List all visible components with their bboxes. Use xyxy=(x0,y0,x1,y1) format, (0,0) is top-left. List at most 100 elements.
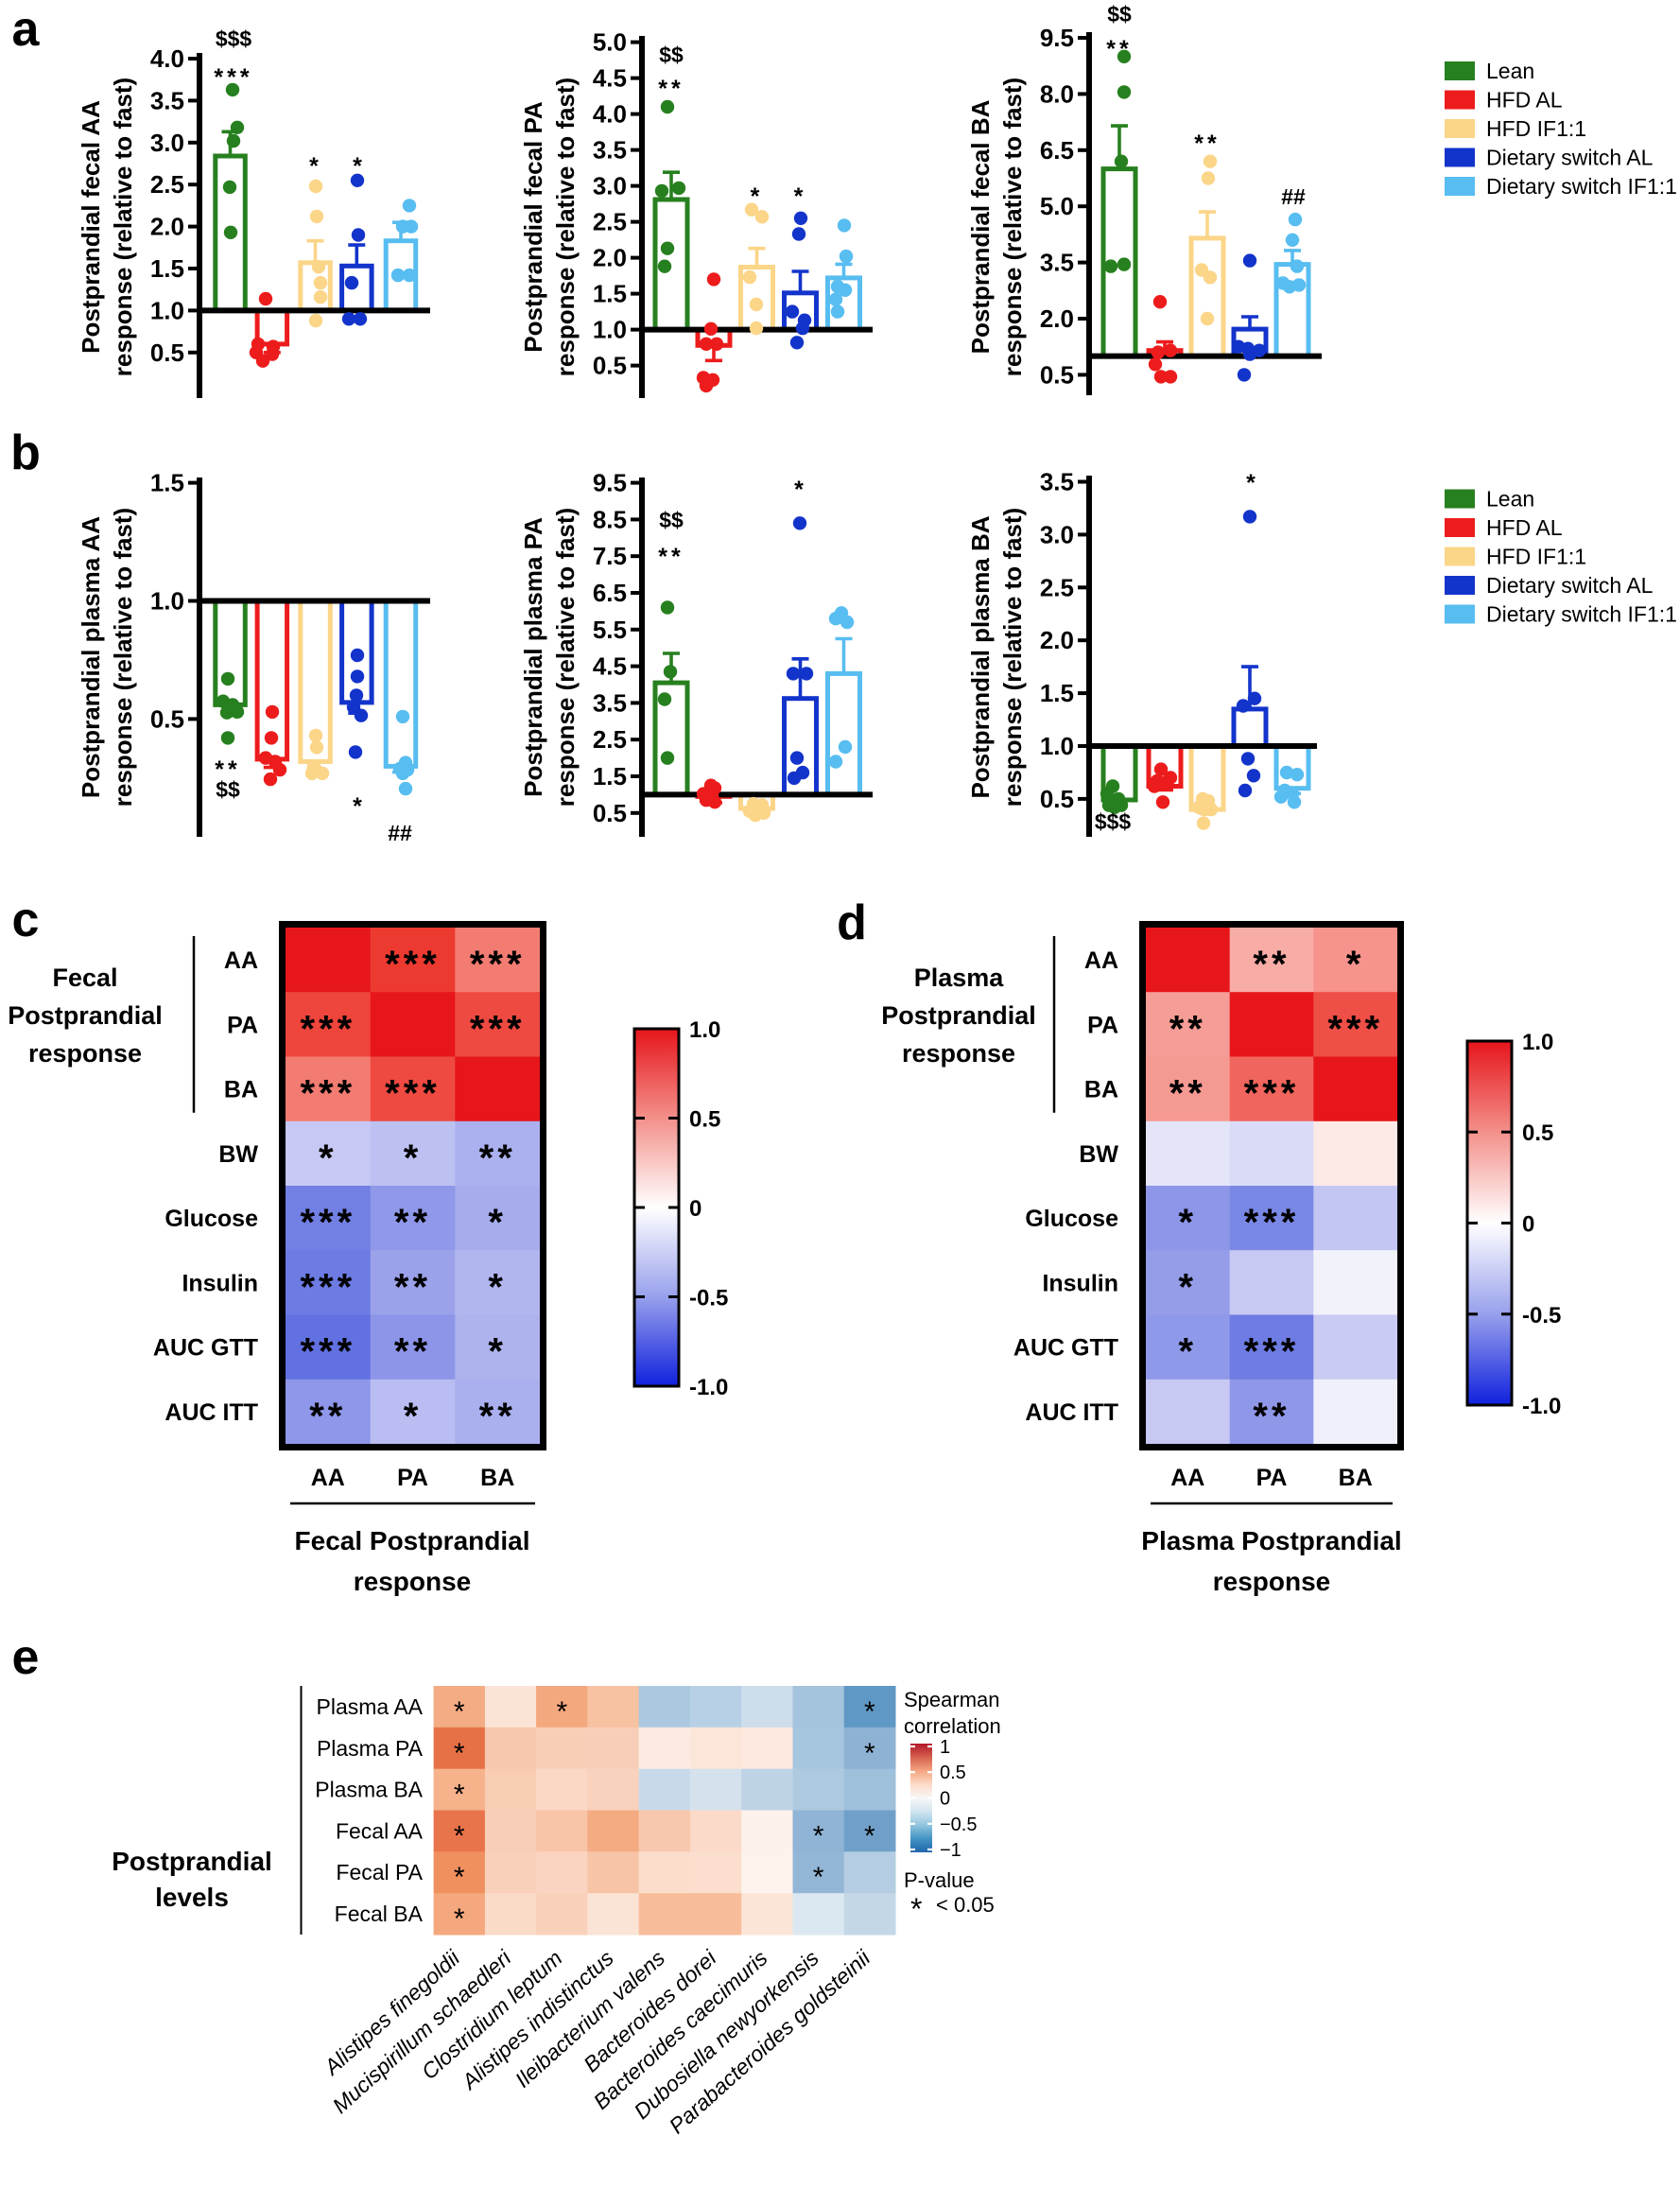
svg-text:*: * xyxy=(751,183,764,210)
svg-text:c: c xyxy=(12,893,40,947)
svg-text:Fecal: Fecal xyxy=(52,964,117,992)
svg-text:***: *** xyxy=(300,1266,355,1308)
svg-text:***: *** xyxy=(300,1008,355,1050)
svg-text:4.0: 4.0 xyxy=(150,44,184,73)
svg-text:*: * xyxy=(353,793,366,820)
svg-text:***: *** xyxy=(470,1008,526,1050)
svg-text:***: *** xyxy=(1244,1331,1300,1373)
svg-text:*: * xyxy=(309,153,322,180)
svg-text:-1.0: -1.0 xyxy=(689,1375,728,1400)
svg-text:levels: levels xyxy=(155,1883,229,1912)
svg-text:Fecal BA: Fecal BA xyxy=(335,1901,424,1926)
svg-text:AA: AA xyxy=(1170,1465,1204,1491)
svg-text:Spearman: Spearman xyxy=(904,1688,1000,1711)
svg-text:1.5: 1.5 xyxy=(593,280,627,308)
svg-text:**: ** xyxy=(479,1137,516,1179)
svg-text:response (relative to fast): response (relative to fast) xyxy=(998,78,1027,376)
svg-text:Plasma: Plasma xyxy=(914,964,1005,992)
svg-text:1.0: 1.0 xyxy=(689,1017,720,1043)
svg-text:*: * xyxy=(454,1820,465,1851)
svg-text:PA: PA xyxy=(1087,1012,1118,1038)
svg-text:5.0: 5.0 xyxy=(593,28,627,57)
svg-text:6.5: 6.5 xyxy=(1040,136,1074,165)
svg-text:0: 0 xyxy=(689,1196,701,1222)
svg-text:2.5: 2.5 xyxy=(593,725,627,754)
svg-text:Fecal AA: Fecal AA xyxy=(336,1818,424,1843)
svg-text:*: * xyxy=(864,1738,875,1769)
svg-text:0.5: 0.5 xyxy=(689,1107,720,1133)
svg-text:7.5: 7.5 xyxy=(593,542,627,570)
svg-text:*: * xyxy=(794,183,807,210)
svg-text:5.0: 5.0 xyxy=(1040,192,1074,220)
svg-text:AUC GTT: AUC GTT xyxy=(153,1335,258,1362)
svg-text:*: * xyxy=(353,153,366,180)
svg-text:Glucose: Glucose xyxy=(165,1206,258,1232)
svg-text:Lean: Lean xyxy=(1486,59,1534,83)
svg-text:***: *** xyxy=(385,1073,441,1115)
svg-text:1.0: 1.0 xyxy=(1522,1030,1553,1055)
svg-text:*: * xyxy=(488,1331,507,1373)
svg-text:*: * xyxy=(454,1903,465,1935)
svg-text:HFD AL: HFD AL xyxy=(1486,515,1563,540)
svg-text:*: * xyxy=(813,1862,824,1893)
svg-text:***: *** xyxy=(300,1202,355,1243)
svg-text:$$$: $$$ xyxy=(1095,809,1132,834)
svg-text:P-value: P-value xyxy=(904,1868,975,1892)
svg-text:**: ** xyxy=(1194,130,1220,157)
svg-text:3.5: 3.5 xyxy=(1040,249,1074,277)
svg-text:4.5: 4.5 xyxy=(593,64,627,93)
svg-text:*: * xyxy=(1346,944,1365,985)
svg-text:e: e xyxy=(12,1630,40,1685)
svg-text:**: ** xyxy=(394,1266,431,1308)
svg-text:1: 1 xyxy=(940,1737,950,1758)
svg-text:*: * xyxy=(1179,1202,1198,1243)
svg-text:*: * xyxy=(864,1820,875,1851)
svg-text:***: *** xyxy=(470,944,526,985)
svg-text:1.5: 1.5 xyxy=(150,469,184,497)
svg-text:response (relative to fast): response (relative to fast) xyxy=(109,508,137,807)
svg-text:2.0: 2.0 xyxy=(150,213,184,241)
svg-text:0: 0 xyxy=(1522,1212,1534,1238)
svg-text:0.5: 0.5 xyxy=(1522,1120,1553,1146)
svg-text:Plasma BA: Plasma BA xyxy=(315,1778,423,1802)
svg-text:3.5: 3.5 xyxy=(593,136,627,165)
svg-text:3.0: 3.0 xyxy=(1040,520,1074,548)
svg-text:Postprandial plasma PA: Postprandial plasma PA xyxy=(519,517,547,797)
svg-text:BW: BW xyxy=(1079,1141,1118,1168)
svg-text:**: ** xyxy=(1169,1008,1206,1050)
svg-text:3.5: 3.5 xyxy=(593,688,627,717)
svg-text:Plasma AA: Plasma AA xyxy=(317,1694,424,1719)
svg-text:***: *** xyxy=(214,64,252,91)
svg-text:4.0: 4.0 xyxy=(593,100,627,129)
svg-text:Postprandial: Postprandial xyxy=(8,1001,163,1030)
svg-text:1.0: 1.0 xyxy=(150,296,184,324)
svg-text:Dietary switch AL: Dietary switch AL xyxy=(1486,573,1654,598)
svg-text:BA: BA xyxy=(224,1077,258,1103)
svg-text:0.5: 0.5 xyxy=(150,339,184,367)
svg-text:1.0: 1.0 xyxy=(150,587,184,616)
svg-text:response (relative to fast): response (relative to fast) xyxy=(551,78,580,376)
svg-text:BA: BA xyxy=(480,1465,514,1491)
svg-text:6.5: 6.5 xyxy=(593,579,627,607)
svg-text:2.5: 2.5 xyxy=(150,170,184,199)
svg-text:*: * xyxy=(319,1137,338,1179)
svg-text:*: * xyxy=(813,1820,824,1851)
svg-text:PA: PA xyxy=(1256,1465,1288,1491)
svg-text:*: * xyxy=(794,477,807,503)
svg-text:BA: BA xyxy=(1084,1077,1118,1103)
svg-text:**: ** xyxy=(215,756,240,783)
svg-text:2.0: 2.0 xyxy=(1040,626,1074,654)
svg-text:Dietary switch AL: Dietary switch AL xyxy=(1486,146,1654,170)
svg-text:response (relative to fast): response (relative to fast) xyxy=(998,508,1027,807)
svg-text:2.0: 2.0 xyxy=(593,244,627,272)
svg-text:Postprandial fecal AA: Postprandial fecal AA xyxy=(77,100,105,354)
svg-text:0.5: 0.5 xyxy=(150,704,184,733)
svg-text:***: *** xyxy=(300,1331,355,1373)
svg-text:correlation: correlation xyxy=(904,1714,1001,1738)
svg-text:Insulin: Insulin xyxy=(1042,1270,1118,1296)
svg-text:1.5: 1.5 xyxy=(150,254,184,283)
svg-text:response (relative to fast): response (relative to fast) xyxy=(109,78,137,376)
svg-text:−1: −1 xyxy=(940,1840,961,1861)
svg-text:$$: $$ xyxy=(216,777,240,802)
svg-text:AA: AA xyxy=(1084,947,1118,974)
